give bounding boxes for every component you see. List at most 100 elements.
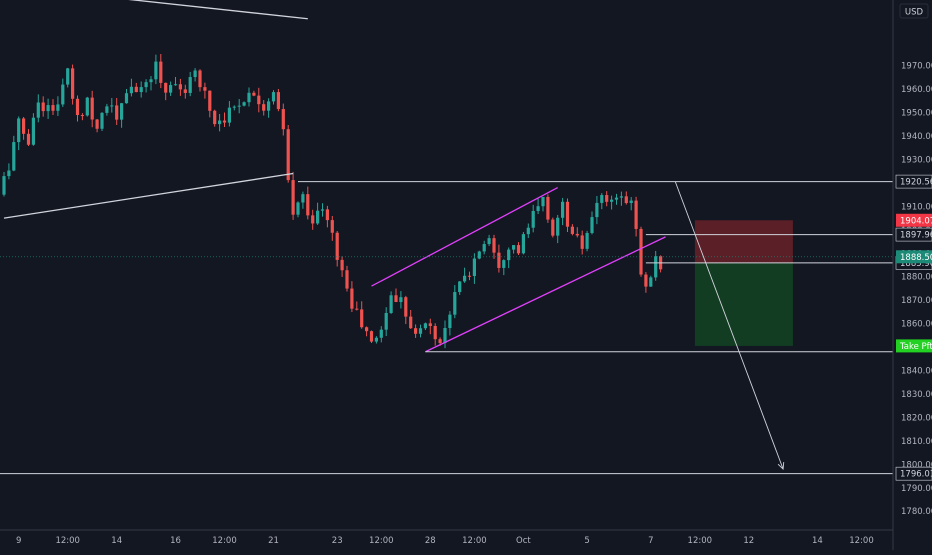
candle bbox=[384, 307, 388, 337]
time-tick-label: 12:00 bbox=[849, 536, 874, 546]
candle bbox=[512, 245, 516, 254]
price-tick-label: 1790.000 bbox=[901, 484, 932, 494]
price-tick-label: 1810.000 bbox=[901, 437, 932, 447]
time-tick-label: 14 bbox=[812, 536, 823, 546]
time-tick-label: 7 bbox=[648, 536, 653, 546]
candle bbox=[394, 288, 398, 303]
candles bbox=[2, 54, 663, 349]
triangle-upper-trendline[interactable] bbox=[4, 0, 308, 20]
level-badge-text: 1920.562 bbox=[900, 178, 932, 188]
price-tick-label: 1780.000 bbox=[901, 507, 932, 517]
candle bbox=[472, 253, 476, 284]
currency-text: USD bbox=[905, 8, 924, 18]
candle bbox=[281, 103, 285, 136]
candle bbox=[453, 285, 457, 319]
candle bbox=[129, 78, 133, 97]
price-tick-label: 1840.000 bbox=[901, 367, 932, 377]
candle bbox=[580, 230, 584, 255]
candle bbox=[124, 89, 129, 104]
candle bbox=[634, 196, 638, 237]
candle bbox=[56, 96, 60, 116]
candle bbox=[654, 250, 658, 281]
candle bbox=[41, 96, 45, 117]
channel-upper-line[interactable] bbox=[371, 187, 559, 287]
price-tick-label: 1880.000 bbox=[901, 273, 932, 283]
price-badges: 1920.562 1897.963 1885.909 1796.015 1888.500… bbox=[895, 174, 932, 481]
candle bbox=[17, 116, 21, 151]
time-tick-label: 21 bbox=[268, 536, 279, 546]
candle bbox=[624, 191, 628, 205]
candle bbox=[306, 186, 310, 220]
candle bbox=[286, 124, 290, 183]
candle bbox=[443, 320, 447, 349]
candle bbox=[565, 198, 570, 232]
candle bbox=[301, 191, 305, 209]
candle bbox=[242, 101, 246, 107]
time-tick-label: 12:00 bbox=[55, 536, 80, 546]
candle bbox=[350, 281, 354, 313]
candle bbox=[409, 309, 413, 329]
candle bbox=[325, 205, 329, 228]
current-price-badge-text: 1888.500 bbox=[900, 253, 932, 263]
candle bbox=[379, 326, 383, 343]
price-tick-label: 1970.000 bbox=[901, 62, 932, 72]
candle bbox=[561, 197, 565, 226]
candle bbox=[605, 191, 609, 207]
candle bbox=[159, 54, 163, 89]
candle bbox=[276, 89, 280, 112]
candle bbox=[183, 84, 187, 99]
candle bbox=[365, 326, 369, 337]
triangle-lower-trendline[interactable] bbox=[3, 172, 294, 219]
candle bbox=[95, 118, 99, 133]
candle bbox=[120, 102, 124, 128]
time-axis[interactable]: 9 12:00 14 16 12:00 21 23 12:00 28 12:00 Oct 5 7 12:0… bbox=[16, 536, 874, 546]
candle bbox=[154, 54, 158, 85]
candle bbox=[213, 109, 217, 127]
candle bbox=[546, 194, 550, 223]
candle bbox=[551, 217, 555, 238]
candle bbox=[66, 67, 70, 88]
candle bbox=[110, 97, 114, 113]
candle bbox=[61, 78, 65, 107]
candle bbox=[320, 203, 325, 217]
candle bbox=[291, 171, 295, 220]
candle bbox=[139, 81, 143, 98]
candle bbox=[335, 230, 339, 267]
candle bbox=[311, 209, 315, 230]
drawings bbox=[3, 0, 785, 470]
time-tick-label: 5 bbox=[584, 536, 589, 546]
candle bbox=[144, 79, 148, 93]
candle bbox=[7, 163, 11, 180]
candle bbox=[477, 250, 481, 260]
time-tick-label: Oct bbox=[516, 536, 531, 546]
candle bbox=[12, 135, 16, 172]
time-tick-label: 14 bbox=[111, 536, 122, 546]
projection-arrow-line[interactable] bbox=[674, 181, 784, 470]
price-tick-label: 1870.000 bbox=[901, 296, 932, 306]
candle bbox=[355, 301, 359, 311]
take-profit-badge-text: Take Pft bbox=[899, 342, 932, 352]
level-badge: 1920.562 bbox=[895, 174, 932, 189]
channel-lower-line[interactable] bbox=[425, 236, 666, 353]
candle bbox=[374, 336, 378, 344]
candle bbox=[575, 227, 579, 238]
take-profit-zone[interactable] bbox=[694, 262, 793, 346]
candle bbox=[556, 214, 560, 244]
price-axis[interactable]: 1780.000 1790.000 1800.000 1810.000 1820.000… bbox=[901, 62, 932, 518]
candle bbox=[526, 223, 530, 238]
candle bbox=[71, 64, 75, 105]
candle bbox=[247, 87, 251, 107]
candle bbox=[90, 90, 94, 128]
candle bbox=[492, 234, 496, 259]
price-tick-label: 1820.000 bbox=[901, 413, 932, 423]
candle bbox=[610, 195, 614, 210]
stop-loss-zone[interactable] bbox=[694, 220, 793, 263]
time-tick-label: 28 bbox=[425, 536, 436, 546]
candle bbox=[188, 71, 192, 97]
time-tick-label: 12:00 bbox=[688, 536, 713, 546]
candle bbox=[433, 323, 437, 346]
candle bbox=[85, 96, 89, 117]
price-tick-label: 1950.000 bbox=[901, 109, 932, 119]
candle bbox=[257, 87, 261, 113]
